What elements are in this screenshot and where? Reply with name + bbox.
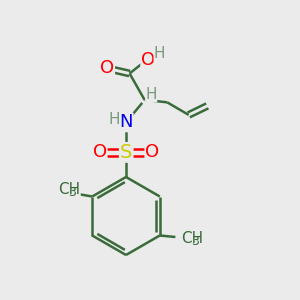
Text: O: O <box>92 143 107 161</box>
Text: S: S <box>120 143 132 162</box>
Text: CH: CH <box>58 182 80 197</box>
Text: O: O <box>100 59 114 77</box>
Text: O: O <box>141 51 155 69</box>
Text: 3: 3 <box>191 235 199 248</box>
Text: O: O <box>145 143 160 161</box>
Text: CH: CH <box>182 231 203 246</box>
Text: H: H <box>109 112 120 128</box>
Text: H: H <box>146 87 157 102</box>
Text: H: H <box>154 46 165 61</box>
Text: 3: 3 <box>68 186 76 200</box>
Text: O: O <box>60 182 74 200</box>
Text: N: N <box>119 113 133 131</box>
